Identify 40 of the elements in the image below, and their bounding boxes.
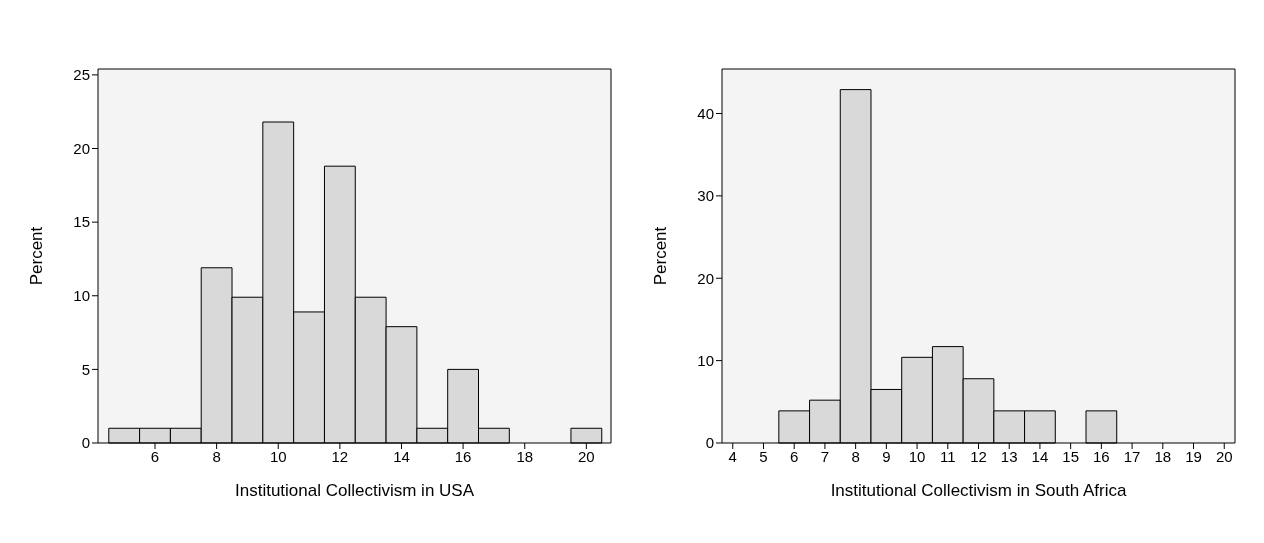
x-tick-label: 11 [939,447,956,465]
x-tick-label: 16 [454,447,472,465]
x-tick-label: 18 [516,447,534,465]
y-tick-label: 10 [697,351,714,369]
x-tick-label: 18 [1154,447,1172,465]
x-axis-title: Institutional Collectivism in South Africa [830,481,1127,500]
x-tick-label: 13 [1000,447,1018,465]
y-tick-label: 20 [697,269,714,287]
y-tick-label: 0 [81,434,90,452]
x-tick-label: 4 [728,447,737,465]
y-tick-label: 0 [705,434,714,452]
x-tick-label: 9 [882,447,891,465]
x-tick-label: 16 [1093,447,1110,465]
y-tick-label: 10 [73,287,90,305]
x-tick-label: 20 [1215,447,1233,465]
y-tick-label: 15 [73,213,90,231]
x-tick-label: 6 [150,447,160,465]
x-tick-label: 7 [820,447,830,465]
x-tick-label: 8 [212,447,221,465]
x-tick-label: 10 [908,447,926,465]
x-tick-label: 6 [790,447,799,465]
y-tick-label: 30 [697,187,714,205]
x-tick-label: 15 [1062,447,1079,465]
x-tick-label: 19 [1185,447,1202,465]
y-axis-title: Percent [651,226,671,286]
y-tick-label: 5 [81,360,90,378]
y-axis-title: Percent [27,226,47,286]
x-axis-title: Institutional Collectivism in USA [234,481,475,500]
y-tick-label: 40 [697,104,714,122]
x-tick-label: 10 [269,447,287,465]
x-tick-label: 8 [851,447,860,465]
x-tick-label: 17 [1123,447,1141,465]
x-tick-label: 12 [331,447,349,465]
y-tick-label: 20 [73,139,90,157]
x-tick-label: 20 [578,447,595,465]
y-tick-label: 25 [73,66,90,84]
x-tick-label: 14 [393,447,410,465]
x-tick-label: 14 [1031,447,1049,465]
x-tick-label: 12 [970,447,987,465]
x-tick-label: 5 [759,447,768,465]
